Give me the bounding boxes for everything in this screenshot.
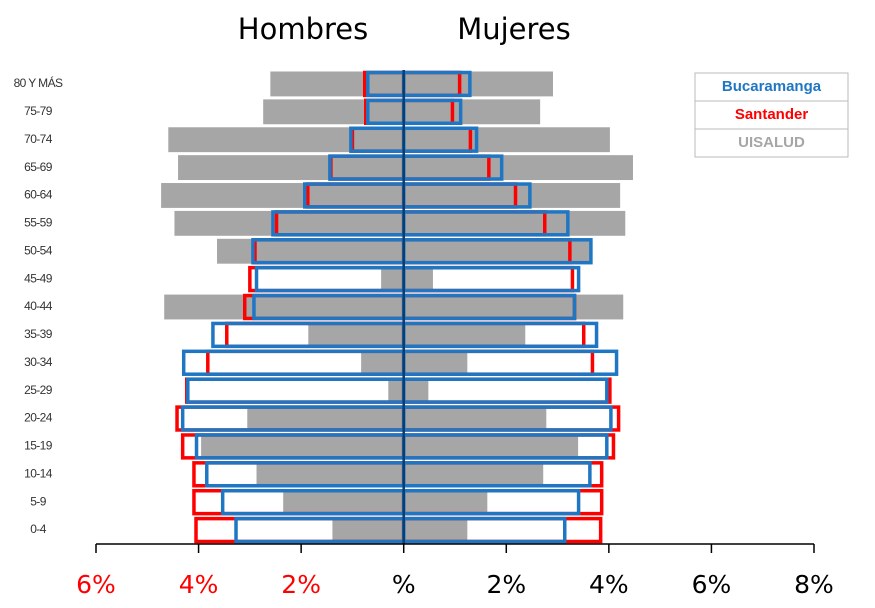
bar bbox=[403, 98, 542, 126]
left-title: Hombres bbox=[238, 12, 368, 46]
bar bbox=[246, 405, 405, 432]
bar bbox=[403, 349, 469, 377]
bar bbox=[403, 209, 627, 237]
bar bbox=[403, 377, 430, 405]
x-tick-label: 4% bbox=[179, 570, 219, 599]
bar bbox=[403, 237, 593, 265]
bar bbox=[177, 154, 405, 182]
y-tick-label: 45-49 bbox=[24, 271, 53, 285]
bar bbox=[403, 126, 611, 154]
right-title: Mujeres bbox=[457, 12, 571, 46]
x-tick-label: 4% bbox=[589, 570, 629, 599]
bar-background bbox=[186, 378, 404, 403]
y-tick-label: 60-64 bbox=[24, 188, 53, 202]
bar bbox=[403, 154, 634, 182]
bar-background bbox=[249, 267, 404, 292]
x-tick-label: 6% bbox=[692, 570, 732, 599]
bar bbox=[216, 237, 405, 265]
y-tick-label: 15-19 bbox=[24, 439, 53, 453]
y-tick-label: 75-79 bbox=[24, 104, 53, 118]
bar bbox=[160, 182, 405, 209]
y-tick-label: 40-44 bbox=[24, 299, 53, 313]
bar bbox=[262, 98, 405, 126]
bar bbox=[173, 209, 405, 237]
y-tick-label: 35-39 bbox=[24, 327, 53, 341]
y-tick-label: 20-24 bbox=[24, 411, 53, 425]
x-tick-label: 8% bbox=[794, 570, 834, 599]
bar bbox=[163, 293, 405, 321]
legend-label: Santander bbox=[735, 106, 809, 123]
y-tick-label: 5-9 bbox=[30, 494, 46, 508]
bar bbox=[255, 460, 405, 488]
bar bbox=[331, 516, 405, 544]
y-tick-label: 55-59 bbox=[24, 216, 53, 230]
bar bbox=[167, 126, 405, 154]
bar bbox=[403, 265, 434, 293]
y-tick-label: 65-69 bbox=[24, 160, 53, 174]
bar bbox=[307, 321, 405, 349]
legend-box bbox=[694, 72, 849, 158]
x-tick-label: 2% bbox=[281, 570, 321, 599]
bar-background bbox=[183, 350, 404, 375]
bar bbox=[403, 432, 580, 460]
y-tick-label: 30-34 bbox=[24, 355, 53, 369]
legend-label: Bucaramanga bbox=[722, 78, 822, 95]
x-tick-label: 6% bbox=[76, 570, 116, 599]
bar bbox=[403, 293, 625, 321]
bar bbox=[403, 516, 469, 544]
bar bbox=[403, 405, 548, 432]
bar bbox=[403, 488, 489, 516]
bar-background bbox=[403, 378, 610, 403]
bar bbox=[360, 349, 405, 377]
bar bbox=[269, 70, 405, 98]
y-tick-label: 50-54 bbox=[24, 243, 53, 257]
x-tick-label: 2% bbox=[486, 570, 526, 599]
bar bbox=[403, 70, 554, 98]
bar bbox=[403, 460, 545, 488]
legend-label: UISALUD bbox=[738, 134, 805, 151]
legend: Bucaramanga Santander UISALUD bbox=[694, 72, 849, 158]
y-tick-label: 80 Y MÁS bbox=[14, 75, 63, 90]
x-tick-label: % bbox=[392, 570, 416, 599]
y-tick-label: 70-74 bbox=[24, 132, 53, 146]
bar-background bbox=[403, 267, 579, 292]
bar bbox=[403, 182, 622, 209]
bar bbox=[380, 265, 405, 293]
bar bbox=[282, 488, 405, 516]
y-tick-label: 25-29 bbox=[24, 383, 53, 397]
y-tick-label: 0-4 bbox=[30, 522, 46, 536]
bar bbox=[200, 432, 405, 460]
bar bbox=[387, 377, 405, 405]
bar bbox=[403, 321, 527, 349]
y-tick-label: 10-14 bbox=[24, 466, 53, 480]
